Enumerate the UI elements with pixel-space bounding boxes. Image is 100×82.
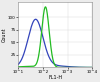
Y-axis label: Count: Count <box>2 27 7 42</box>
X-axis label: FL1-H: FL1-H <box>48 75 62 80</box>
